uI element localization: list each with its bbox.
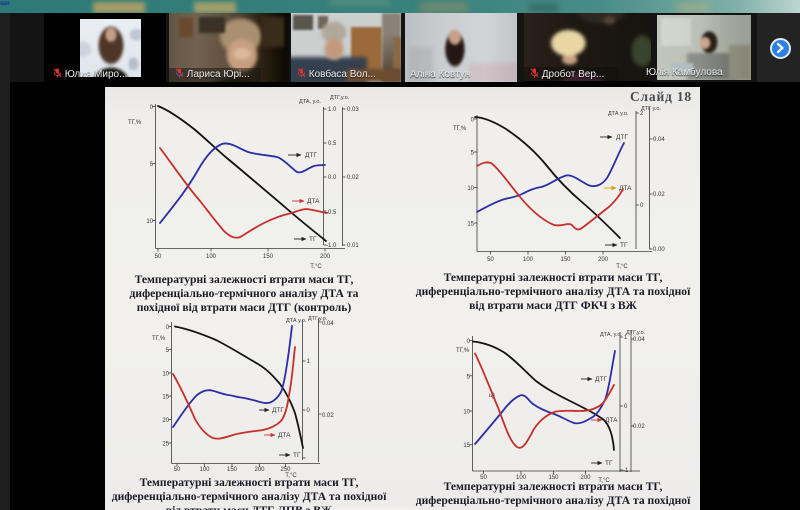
svg-text:0.04: 0.04 — [322, 321, 334, 327]
svg-text:0.5: 0.5 — [328, 141, 337, 147]
svg-text:ТГ,%: ТГ,% — [456, 348, 470, 354]
svg-text:ДТА у.о.: ДТА у.о. — [286, 318, 307, 324]
svg-text:ТГ: ТГ — [293, 452, 301, 459]
svg-text:0.02: 0.02 — [347, 175, 359, 181]
svg-text:2: 2 — [640, 111, 644, 117]
svg-text:0: 0 — [471, 118, 475, 124]
svg-text:10: 10 — [146, 219, 153, 225]
svg-text:100: 100 — [516, 475, 527, 481]
svg-text:ДТГ: ДТГ — [616, 134, 628, 141]
svg-text:ДТА у.о.: ДТА у.о. — [608, 111, 629, 117]
svg-text:100: 100 — [206, 254, 217, 260]
svg-text:ДТГ: ДТГ — [305, 152, 317, 159]
svg-text:200: 200 — [580, 475, 591, 481]
svg-text:15: 15 — [467, 222, 474, 228]
svg-text:1: 1 — [624, 335, 628, 341]
svg-text:10: 10 — [463, 410, 470, 416]
svg-text:ДТГ у.о.: ДТГ у.о. — [641, 106, 661, 112]
svg-text:0.0: 0.0 — [328, 175, 337, 181]
svg-text:ТГ: ТГ — [620, 242, 628, 249]
svg-text:100: 100 — [199, 467, 210, 473]
svg-text:ТГ,%: ТГ,% — [453, 126, 467, 132]
svg-text:ТГ,%: ТГ,% — [128, 120, 142, 126]
svg-text:ТГ,%: ТГ,% — [152, 336, 166, 342]
svg-text:0: 0 — [624, 404, 628, 410]
svg-text:-1: -1 — [623, 468, 629, 474]
svg-text:5: 5 — [166, 348, 170, 354]
svg-text:25: 25 — [162, 442, 169, 448]
svg-text:0: 0 — [166, 325, 170, 331]
svg-text:ДТГ,у.о.: ДТГ,у.о. — [308, 316, 328, 322]
svg-text:150: 150 — [263, 254, 274, 260]
svg-text:0.02: 0.02 — [653, 192, 665, 198]
svg-text:1.0: 1.0 — [328, 107, 337, 113]
svg-text:ТГ: ТГ — [309, 236, 317, 243]
svg-text:ДТА: ДТА — [619, 185, 632, 192]
svg-text:5: 5 — [150, 162, 154, 168]
svg-text:ДТА: ДТА — [605, 417, 618, 424]
svg-text:150: 150 — [227, 467, 238, 473]
svg-text:200: 200 — [598, 257, 609, 263]
svg-text:0.04: 0.04 — [633, 337, 645, 343]
svg-text:0.03: 0.03 — [347, 107, 359, 113]
svg-text:Т,°С: Т,°С — [598, 478, 610, 484]
svg-text:0.02: 0.02 — [633, 424, 645, 430]
svg-text:0: 0 — [467, 339, 471, 345]
svg-text:50: 50 — [480, 475, 487, 481]
svg-text:ц): ц) — [489, 392, 495, 399]
svg-text:50: 50 — [155, 254, 162, 260]
svg-text:200: 200 — [320, 254, 331, 260]
svg-text:50: 50 — [174, 467, 181, 473]
svg-text:150: 150 — [548, 475, 559, 481]
svg-text:ДТА, у.о.: ДТА, у.о. — [600, 332, 622, 338]
svg-text:ТГ: ТГ — [605, 460, 613, 467]
svg-text:ДТА: ДТА — [307, 198, 320, 205]
svg-text:0.04: 0.04 — [653, 137, 665, 143]
svg-text:15: 15 — [463, 443, 470, 449]
svg-text:Т,°С: Т,°С — [616, 264, 628, 270]
svg-text:-1.0: -1.0 — [326, 243, 337, 249]
svg-text:100: 100 — [523, 257, 534, 263]
svg-text:50: 50 — [487, 257, 494, 263]
svg-text:ДТА, у.о.: ДТА, у.о. — [299, 99, 321, 105]
svg-text:150: 150 — [560, 257, 571, 263]
svg-text:-0.5: -0.5 — [326, 210, 337, 216]
svg-text:0.01: 0.01 — [347, 243, 359, 249]
svg-text:20: 20 — [162, 418, 169, 424]
svg-text:Т,°С: Т,°С — [310, 264, 322, 270]
svg-text:15: 15 — [162, 395, 169, 401]
svg-text:0: 0 — [307, 408, 311, 414]
svg-text:10: 10 — [162, 372, 169, 378]
svg-text:0: 0 — [150, 105, 154, 111]
svg-text:250: 250 — [280, 467, 291, 473]
svg-text:0.02: 0.02 — [322, 413, 334, 419]
svg-text:10: 10 — [467, 186, 474, 192]
svg-text:200: 200 — [254, 467, 265, 473]
svg-text:ДТГ: ДТГ — [272, 407, 284, 414]
svg-text:ДТА: ДТА — [278, 432, 291, 439]
svg-text:ДТГ: ДТГ — [595, 376, 607, 383]
svg-text:5: 5 — [467, 374, 471, 380]
svg-text:ДТГ,у.о.: ДТГ,у.о. — [626, 330, 646, 336]
svg-text:5: 5 — [471, 151, 475, 157]
svg-text:0.00: 0.00 — [653, 247, 665, 253]
svg-text:ДТГ,у.о.: ДТГ,у.о. — [330, 95, 350, 101]
svg-text:Т,°С: Т,°С — [285, 473, 297, 479]
svg-text:1: 1 — [307, 359, 311, 365]
svg-text:0: 0 — [640, 203, 644, 209]
